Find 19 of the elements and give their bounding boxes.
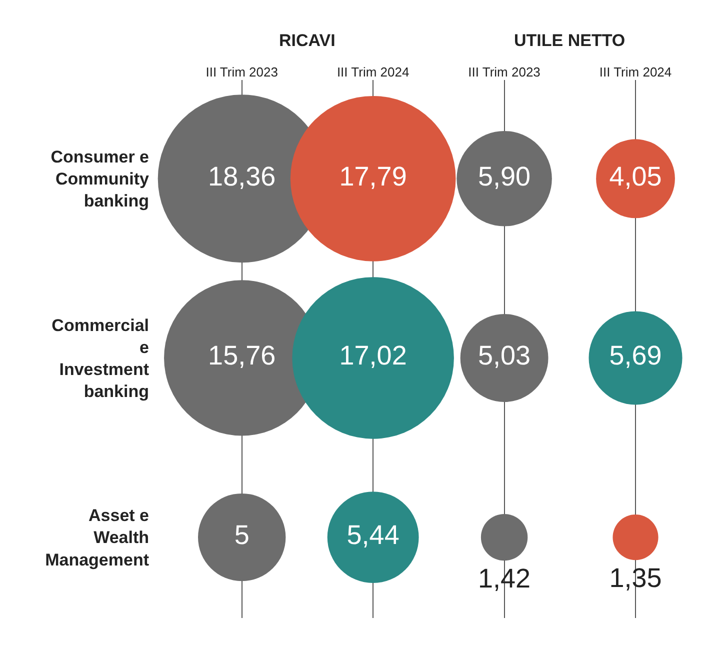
series-label: Commercial e Investment banking: [52, 316, 150, 402]
text: UTILE NETTO: [514, 31, 626, 50]
data-label: 5,03: [478, 340, 531, 371]
category-label: III Trim 2023: [206, 64, 278, 80]
data-label: 5: [234, 520, 250, 550]
data-label: 5,44: [346, 520, 400, 550]
text: RICAVI: [279, 31, 336, 50]
data-label: 5,90: [478, 161, 531, 192]
data-label: 17,02: [339, 340, 407, 371]
category-label: III Trim 2024: [599, 64, 672, 80]
data-label: 15,76: [208, 340, 276, 371]
data-label: 17,79: [339, 161, 407, 192]
category-label: III Trim 2023: [468, 64, 540, 80]
data-label: 4,05: [609, 161, 662, 192]
category-label: III Trim 2024: [336, 64, 410, 80]
text: Asset e Wealth Management: [45, 506, 150, 570]
data-label: 5,69: [609, 340, 662, 371]
data-label: 18,36: [208, 161, 276, 192]
series-label: Consumer e Community banking: [50, 147, 150, 211]
